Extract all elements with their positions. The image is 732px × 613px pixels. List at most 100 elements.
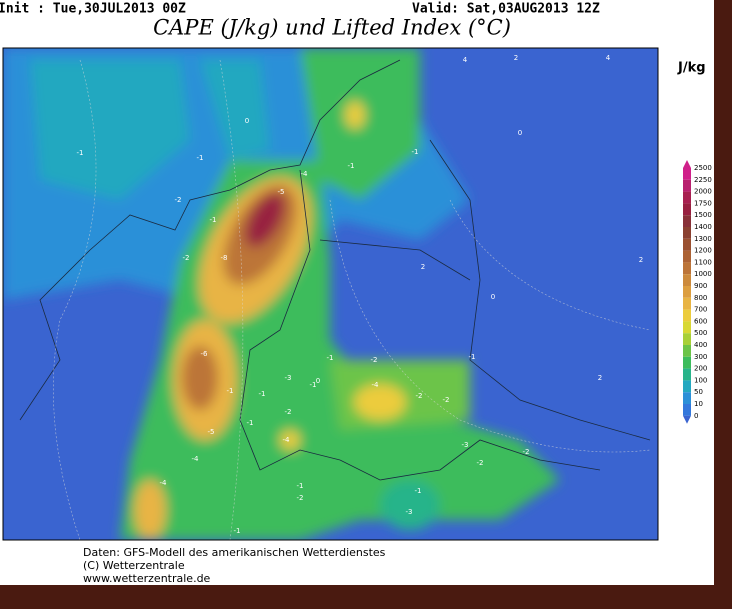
colorbar-label: 1500: [694, 211, 712, 219]
colorbar-label: 0: [694, 412, 698, 420]
map-border: [2, 47, 659, 541]
colorbar-segment: [683, 262, 691, 275]
colorbar-label: 1300: [694, 235, 712, 243]
contour-label: -6: [201, 350, 209, 358]
map-field: [3, 48, 658, 540]
contour-label: -2: [285, 408, 292, 416]
contour-label: -1: [310, 381, 317, 389]
contour-label: -1: [259, 390, 266, 398]
contour-label: -2: [297, 494, 304, 502]
colorbar-segment: [683, 345, 691, 357]
colorbar-label: 2250: [694, 176, 712, 184]
colorbar-segment: [683, 368, 691, 381]
contour-label: -1: [412, 148, 419, 156]
colorbar-label: 1400: [694, 223, 712, 231]
colorbar-segment: [683, 250, 691, 263]
colorbar-label: 600: [694, 317, 707, 325]
colorbar-segment: [683, 356, 691, 369]
contour-label: 2: [421, 263, 425, 271]
colorbar-segment: [683, 215, 691, 227]
contour-label: 0: [245, 117, 249, 125]
colorbar-label: 1750: [694, 199, 712, 207]
colorbar-segment: [683, 203, 691, 216]
contour-label: -2: [523, 448, 530, 456]
colorbar-tip: [683, 415, 691, 424]
contour-label: -4: [301, 170, 309, 178]
contour-label: 0: [316, 377, 320, 385]
contour-label: -1: [197, 154, 204, 162]
contour-label: -2: [443, 396, 450, 404]
colorbar-segment: [683, 297, 691, 310]
contour-label: -1: [227, 387, 234, 395]
colorbar-label: 500: [694, 329, 707, 337]
contour-label: 4: [463, 56, 468, 64]
colorbar-label: 900: [694, 282, 707, 290]
contour-label: -3: [285, 374, 292, 382]
colorbar-segment: [683, 179, 691, 192]
contour-label: 0: [518, 129, 522, 137]
colorbar-label: 800: [694, 294, 707, 302]
contour-label: -4: [283, 436, 291, 444]
contour-label: -2: [477, 459, 484, 467]
colorbar-segment: [683, 380, 691, 393]
colorbar-label: 100: [694, 376, 707, 384]
colorbar-label: 2500: [694, 164, 712, 172]
contour-label: -1: [348, 162, 355, 170]
contour-label: 2: [639, 256, 643, 264]
footer-line: www.wetterzentrale.de: [83, 572, 211, 585]
contour-label: -4: [372, 381, 380, 389]
colorbar-segment: [683, 274, 691, 286]
colorbar-label: 1000: [694, 270, 712, 278]
colorbar-label: 700: [694, 306, 707, 314]
contour-label: 4: [606, 54, 611, 62]
colorbar-segment: [683, 286, 691, 298]
contour-label: -3: [462, 441, 469, 449]
contour-label: 2: [514, 54, 518, 62]
frame-bottom: [0, 585, 732, 609]
contour-label: -4: [160, 479, 168, 487]
contour-label: -1: [210, 216, 217, 224]
contour-label: -1: [469, 353, 476, 361]
contour-label: -5: [278, 188, 285, 196]
footer-line: Daten: GFS-Modell des amerikanischen Wet…: [83, 546, 386, 559]
colorbar-segment: [683, 227, 691, 239]
colorbar-segment: [683, 191, 691, 204]
colorbar-label: 300: [694, 353, 707, 361]
colorbar-label: 200: [694, 365, 707, 373]
colorbar-tip: [683, 160, 691, 168]
contour-label: 2: [598, 374, 602, 382]
contour-label: -2: [416, 392, 423, 400]
contour-label: -2: [371, 356, 378, 364]
colorbar-segment: [683, 404, 691, 416]
contour-label: -1: [327, 354, 334, 362]
init-time: Init : Tue,30JUL2013 00Z: [0, 2, 186, 17]
colorbar-label: 1100: [694, 258, 712, 266]
contour-label: -5: [208, 428, 215, 436]
colorbar-segment: [683, 392, 691, 404]
colorbar-label: 2000: [694, 188, 712, 196]
contour-label: -1: [234, 527, 241, 535]
map-title: CAPE (J/kg) und Lifted Index (°C): [153, 16, 511, 40]
footer-line: (C) Wetterzentrale: [83, 559, 185, 572]
colorbar-segment: [683, 321, 691, 334]
colorbar-segment: [683, 309, 691, 322]
valid-time: Valid: Sat,03AUG2013 12Z: [412, 2, 600, 17]
contour-label: -2: [183, 254, 190, 262]
colorbar-segment: [683, 333, 691, 345]
colorbar-label: 400: [694, 341, 707, 349]
colorbar-label: 10: [694, 400, 703, 408]
contour-label: -2: [175, 196, 182, 204]
contour-label: -8: [221, 254, 228, 262]
contour-label: -4: [192, 455, 200, 463]
colorbar-unit: J/kg: [677, 61, 706, 76]
contour-label: -1: [415, 487, 422, 495]
contour-label: -1: [247, 419, 254, 427]
colorbar-segment: [683, 168, 691, 180]
contour-label: 0: [491, 293, 495, 301]
colorbar-segment: [683, 238, 691, 251]
colorbar-label: 50: [694, 388, 703, 396]
contour-label: -1: [297, 482, 304, 490]
contour-label: -3: [406, 508, 413, 516]
